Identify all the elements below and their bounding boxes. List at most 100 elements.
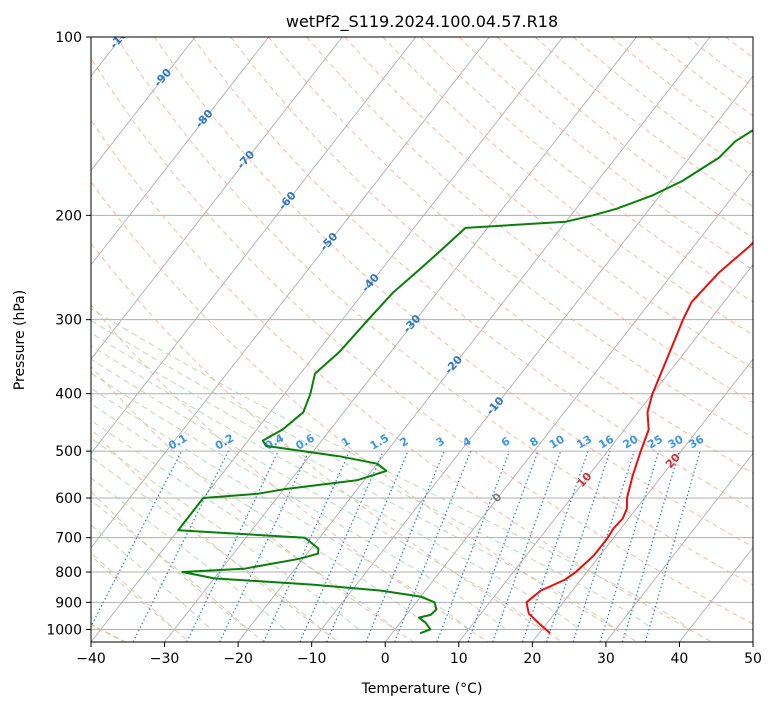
dry-adiabat [230, 37, 753, 474]
isotherm-line [164, 37, 637, 642]
dry-adiabat [153, 37, 753, 548]
mixing-ratio-label: 1 [339, 435, 352, 450]
y-tick-label: 300 [55, 313, 82, 329]
mixing-ratio-label: 25 [645, 433, 665, 452]
dry-adiabat [382, 37, 753, 336]
dry-adiabat [91, 490, 265, 642]
y-tick-label: 200 [55, 208, 82, 224]
moist-adiabat [91, 524, 212, 630]
profiles [177, 129, 753, 635]
dry-adiabat [91, 119, 713, 642]
x-tick-label: 10 [450, 651, 468, 667]
isotherm-line [237, 37, 711, 642]
dry-adiabat-label: -70 [234, 148, 257, 172]
dry-adiabat [91, 428, 340, 642]
x-axis-label: Temperature (°C) [361, 681, 483, 697]
mixing-ratio-line [644, 450, 701, 642]
moist-adiabat [91, 372, 506, 630]
mixing-ratio-line [521, 450, 589, 642]
isotherm-line [91, 37, 564, 642]
mixing-ratio-label: 6 [499, 434, 512, 449]
isotherm-line [91, 37, 417, 455]
isotherm-line [458, 264, 753, 642]
dry-adiabat [192, 37, 753, 511]
isotherm-line [311, 75, 753, 642]
dry-adiabat-label: -10 [484, 394, 507, 418]
mixing-ratio-line [546, 450, 611, 642]
dry-adiabat [496, 37, 753, 239]
dry-adiabat [534, 37, 753, 208]
isotherm-line [91, 37, 270, 266]
dry-adiabat-label: 20 [663, 451, 683, 471]
moist-adiabat [91, 499, 249, 630]
mixing-ratio-label: 3 [434, 435, 447, 450]
x-tick-label: 50 [744, 651, 762, 667]
dry-adiabat [91, 365, 414, 642]
isotherm-line [752, 641, 753, 642]
x-axis-ticks: −40 −30 −20 −10 0 10 20 30 40 50 [76, 642, 762, 667]
isotherm-line [384, 169, 753, 642]
dry-adiabat-label: -80 [193, 107, 216, 131]
y-tick-label: 900 [55, 595, 82, 611]
mixing-ratio-line [572, 450, 635, 642]
mixing-ratio-label: 1.5 [368, 432, 391, 453]
dry-adiabat [91, 304, 489, 642]
moist-adiabat [91, 387, 469, 630]
moist-adiabat [91, 437, 359, 630]
mixing-ratio-label: 2 [398, 435, 411, 450]
moist-adiabat [91, 345, 580, 630]
mixing-ratio-line [91, 450, 183, 628]
background-lines [91, 37, 775, 642]
mixing-ratio-line [599, 450, 660, 642]
x-tick-label: −20 [223, 651, 253, 667]
dry-adiabat [91, 242, 563, 642]
dewpoint-profile-line [177, 129, 753, 635]
dry-adiabat-label: -40 [359, 271, 382, 295]
y-tick-label: 600 [55, 491, 82, 507]
temperature-profile-line [525, 241, 753, 635]
mixing-ratio-label: 16 [596, 432, 616, 451]
y-tick-label: 1000 [46, 622, 82, 638]
dry-adiabat [268, 37, 753, 439]
x-tick-label: 40 [671, 651, 689, 667]
y-axis-label: Pressure (hPa) [12, 290, 28, 390]
mixing-ratio-line [621, 450, 680, 642]
moist-adiabat [91, 477, 286, 630]
x-tick-label: 0 [381, 651, 390, 667]
dry-adiabat-label: -30 [401, 312, 424, 336]
dry-adiabat [91, 181, 638, 642]
moist-adiabat [91, 358, 543, 630]
mixing-ratio-line [492, 450, 562, 642]
dry-adiabat [687, 37, 753, 88]
plot-frame [90, 36, 754, 643]
dry-adiabat [344, 37, 753, 370]
dry-adiabat [115, 37, 753, 586]
x-tick-label: 20 [523, 651, 541, 667]
mixing-ratio-line [219, 450, 310, 642]
dry-adiabat [649, 37, 753, 117]
moist-adiabat [91, 332, 617, 630]
isotherm-line [91, 37, 343, 360]
dry-adiabat [764, 37, 775, 642]
isotherm-line [91, 37, 196, 172]
isotherm-line [531, 358, 753, 642]
moist-adiabat [91, 403, 433, 630]
y-tick-label: 400 [55, 387, 82, 403]
dry-adiabat-label: 0 [490, 490, 505, 505]
y-axis-ticks: 100 200 300 400 500 600 700 800 900 1000 [46, 30, 91, 638]
mixing-ratio-line [186, 450, 279, 642]
dry-adiabat-label: 30 [753, 430, 773, 450]
moist-adiabat [91, 308, 690, 630]
dry-adiabat [420, 37, 753, 303]
moist-adiabat [91, 419, 396, 630]
mixing-ratio-line [299, 450, 384, 642]
mixing-ratio-label: 36 [686, 432, 706, 451]
mixing-ratio-line [467, 450, 539, 642]
mixing-ratio-label: 0.2 [213, 432, 236, 453]
dry-adiabat [91, 57, 753, 625]
dry-adiabat-label: -90 [151, 66, 174, 90]
x-tick-label: −40 [76, 651, 106, 667]
isotherm-line [605, 452, 753, 642]
